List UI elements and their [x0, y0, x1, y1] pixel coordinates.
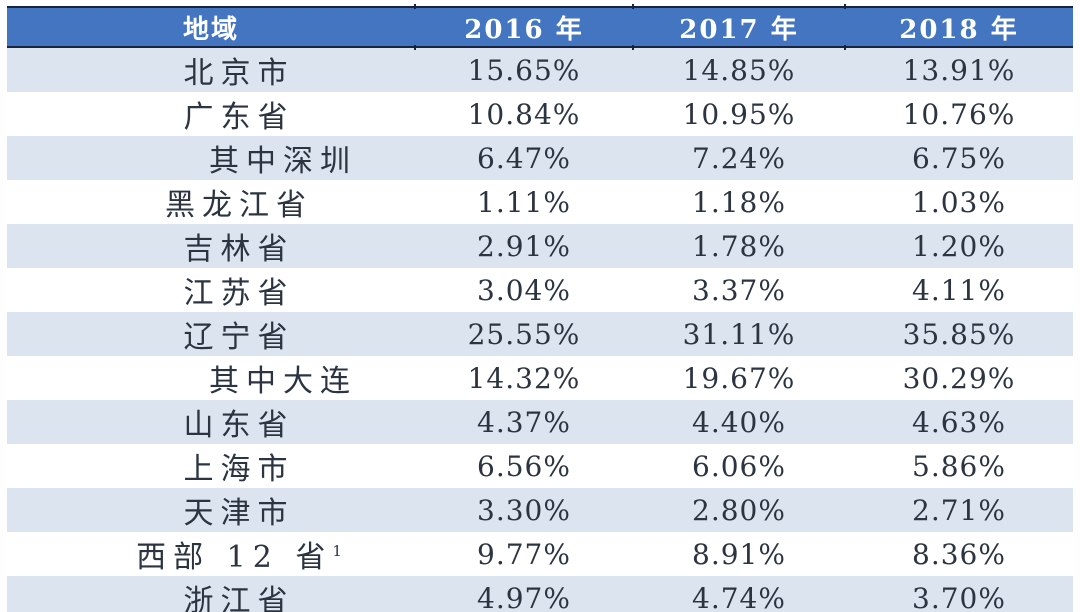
value-cell: 1.11% — [477, 185, 571, 219]
region-cell: 其中深圳 — [7, 136, 415, 180]
value-cell: 6.56% — [477, 449, 571, 483]
value-cell: 2.71% — [912, 493, 1006, 527]
value-cell: 8.91% — [692, 537, 786, 571]
region-cell: 北京市 — [7, 47, 415, 92]
region-label: 其中深圳 — [209, 144, 357, 179]
value-cell: 4.63% — [912, 405, 1006, 439]
table-row: 上海市 6.56% 6.06% 5.86% — [7, 444, 1073, 488]
table-body: 北京市 15.65% 14.85% 13.91% 广东省 10.84% 10.95% 10.7… — [7, 47, 1073, 612]
value-cell: 7.24% — [692, 141, 786, 175]
region-label: 广东省 — [183, 100, 295, 135]
value-cell: 6.06% — [692, 449, 786, 483]
region-label: 天津市 — [183, 496, 295, 531]
value-cell: 1.18% — [692, 185, 786, 219]
region-label: 辽宁省 — [183, 320, 295, 355]
region-cell: 天津市 — [7, 488, 415, 532]
value-cell: 15.65% — [467, 53, 581, 87]
region-share-table: 地域 2016 年 2017 年 2018 年 北京市 15.65% 14.85% 1… — [7, 3, 1073, 612]
region-label: 其中大连 — [209, 364, 357, 399]
value-cell: 13.91% — [902, 53, 1016, 87]
table-row: 黑龙江省 1.11% 1.18% 1.03% — [7, 180, 1073, 224]
region-cell: 辽宁省 — [7, 312, 415, 356]
value-cell: 19.67% — [682, 361, 796, 395]
value-cell: 4.40% — [692, 405, 786, 439]
value-cell: 3.37% — [692, 273, 786, 307]
region-label: 吉林省 — [183, 232, 295, 267]
value-cell: 3.04% — [477, 273, 571, 307]
table-row: 江苏省 3.04% 3.37% 4.11% — [7, 268, 1073, 312]
region-cell: 浙江省 — [7, 576, 415, 612]
region-label: 江苏省 — [183, 276, 295, 311]
region-label: 西部 12 省 — [136, 540, 333, 575]
value-cell: 4.74% — [692, 581, 786, 612]
col-header-2016: 2016 年 — [414, 3, 633, 49]
region-cell: 广东省 — [7, 92, 415, 136]
region-label: 北京市 — [183, 56, 295, 91]
table-row: 其中大连 14.32% 19.67% 30.29% — [7, 356, 1073, 400]
value-cell: 25.55% — [467, 317, 581, 351]
value-cell: 2.80% — [692, 493, 786, 527]
col-header-2017: 2017 年 — [632, 3, 845, 49]
value-cell: 10.95% — [682, 97, 796, 131]
value-cell: 1.03% — [912, 185, 1006, 219]
region-label: 山东省 — [183, 408, 295, 443]
col-header-region: 地域 — [182, 14, 239, 45]
table-row: 吉林省 2.91% 1.78% 1.20% — [7, 224, 1073, 268]
region-cell: 上海市 — [7, 444, 415, 488]
value-cell: 14.85% — [682, 53, 796, 87]
region-cell: 黑龙江省 — [7, 180, 415, 224]
value-cell: 31.11% — [682, 317, 796, 351]
value-cell: 9.77% — [477, 537, 571, 571]
value-cell: 35.85% — [902, 317, 1016, 351]
value-cell: 1.20% — [912, 229, 1006, 263]
value-cell: 10.84% — [467, 97, 581, 131]
value-cell: 2.91% — [477, 229, 571, 263]
value-cell: 5.86% — [912, 449, 1006, 483]
table-row: 广东省 10.84% 10.95% 10.76% — [7, 92, 1073, 136]
value-cell: 3.70% — [912, 581, 1006, 612]
value-cell: 4.37% — [477, 405, 571, 439]
region-cell: 江苏省 — [7, 268, 415, 312]
region-label: 上海市 — [183, 452, 295, 487]
value-cell: 3.30% — [477, 493, 571, 527]
region-label: 黑龙江省 — [165, 188, 313, 223]
region-cell: 其中大连 — [7, 356, 415, 400]
table-row: 天津市 3.30% 2.80% 2.71% — [7, 488, 1073, 532]
region-cell: 吉林省 — [7, 224, 415, 268]
region-label: 浙江省 — [183, 584, 295, 612]
region-cell: 西部 12 省1 — [7, 532, 415, 576]
header-row: 地域 2016 年 2017 年 2018 年 — [7, 3, 1073, 49]
value-cell: 6.75% — [912, 141, 1006, 175]
table-row: 北京市 15.65% 14.85% 13.91% — [7, 47, 1073, 92]
value-cell: 1.78% — [692, 229, 786, 263]
value-cell: 6.47% — [477, 141, 571, 175]
table-row: 辽宁省 25.55% 31.11% 35.85% — [7, 312, 1073, 356]
table-row: 山东省 4.37% 4.40% 4.63% — [7, 400, 1073, 444]
value-cell: 8.36% — [912, 537, 1006, 571]
value-cell: 14.32% — [467, 361, 581, 395]
footnote-marker: 1 — [332, 542, 342, 560]
table-row: 西部 12 省1 9.77% 8.91% 8.36% — [7, 532, 1073, 576]
value-cell: 10.76% — [902, 97, 1016, 131]
value-cell: 4.97% — [477, 581, 571, 612]
table-row: 其中深圳 6.47% 7.24% 6.75% — [7, 136, 1073, 180]
col-header-2018: 2018 年 — [844, 3, 1073, 49]
region-cell: 山东省 — [7, 400, 415, 444]
value-cell: 4.11% — [912, 273, 1006, 307]
table-row: 浙江省 4.97% 4.74% 3.70% — [7, 576, 1073, 612]
value-cell: 30.29% — [902, 361, 1016, 395]
